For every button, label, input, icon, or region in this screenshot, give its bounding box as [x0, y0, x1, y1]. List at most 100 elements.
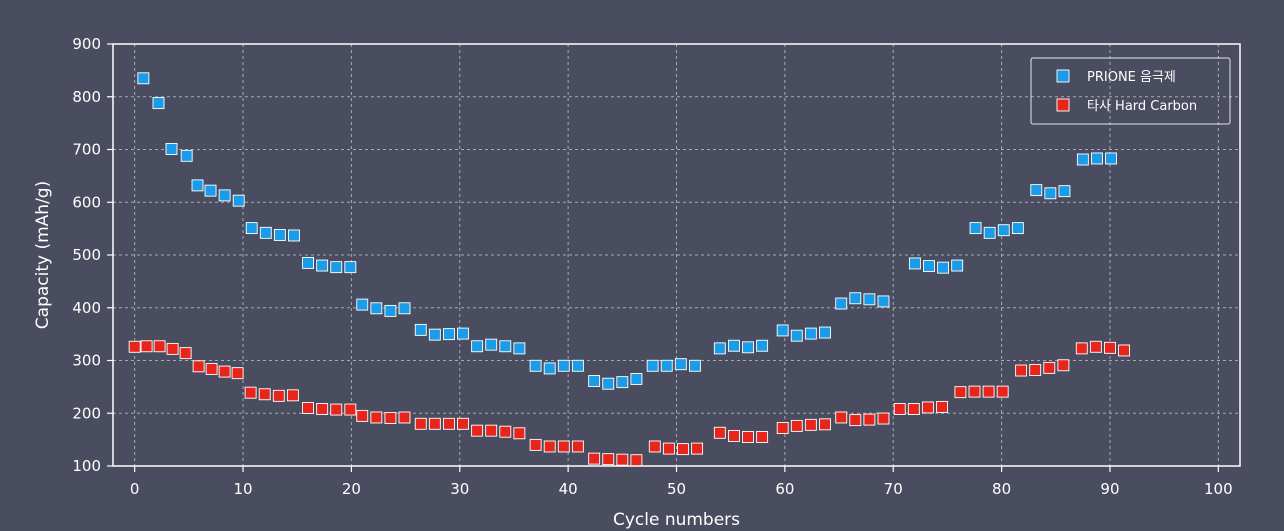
data-point-prione	[742, 341, 754, 354]
data-point-hard-carbon	[457, 417, 469, 430]
legend-label-hard-carbon: 타사 Hard Carbon	[1087, 99, 1197, 114]
data-point-prione	[646, 359, 659, 372]
data-point-hard-carbon	[804, 418, 817, 431]
data-point-hard-carbon	[286, 389, 299, 402]
data-point-hard-carbon	[1104, 341, 1116, 354]
data-point-prione	[370, 302, 383, 315]
data-point-hard-carbon	[835, 411, 848, 424]
y-tick-label: 200	[72, 404, 101, 422]
data-point-hard-carbon	[330, 403, 343, 416]
x-tick-label: 80	[992, 480, 1011, 498]
data-point-prione	[204, 184, 217, 197]
data-point-hard-carbon	[1029, 364, 1042, 376]
data-point-hard-carbon	[1118, 344, 1130, 357]
data-point-hard-carbon	[218, 365, 231, 378]
data-point-prione	[756, 339, 769, 352]
data-point-hard-carbon	[877, 412, 890, 425]
data-point-hard-carbon	[153, 340, 166, 353]
data-point-hard-carbon	[616, 453, 629, 466]
data-point-hard-carbon	[1075, 342, 1088, 355]
data-point-hard-carbon	[921, 401, 934, 414]
data-point-hard-carbon	[936, 400, 948, 413]
data-point-hard-carbon	[370, 411, 383, 424]
y-tick-label: 500	[72, 246, 101, 264]
data-point-prione	[1058, 185, 1071, 198]
data-point-hard-carbon	[996, 385, 1009, 398]
data-point-hard-carbon	[954, 386, 967, 399]
data-point-prione	[688, 359, 701, 372]
data-point-prione	[218, 189, 231, 202]
data-point-prione	[630, 373, 643, 385]
data-point-prione	[414, 323, 427, 336]
data-point-hard-carbon	[529, 438, 542, 451]
data-series	[128, 72, 1130, 467]
data-point-prione	[616, 376, 629, 389]
data-point-hard-carbon	[471, 424, 484, 437]
data-point-prione	[191, 179, 204, 192]
data-point-prione	[1076, 153, 1089, 166]
data-point-prione	[727, 339, 740, 352]
data-point-prione	[165, 143, 178, 155]
data-point-prione	[835, 297, 848, 310]
data-point-prione	[232, 194, 245, 207]
data-point-prione	[513, 342, 526, 355]
data-point-hard-carbon	[713, 426, 726, 439]
data-point-hard-carbon	[756, 431, 769, 443]
series-hard-carbon	[128, 340, 1130, 467]
y-tick-label: 400	[72, 299, 101, 317]
data-point-hard-carbon	[849, 414, 862, 427]
data-point-prione	[457, 327, 469, 340]
series-prione	[137, 72, 1117, 390]
data-point-hard-carbon	[428, 417, 441, 430]
data-point-prione	[923, 260, 935, 273]
data-point-prione	[951, 259, 964, 272]
x-tick-label: 0	[130, 480, 140, 498]
data-point-hard-carbon	[272, 389, 285, 402]
data-point-prione	[344, 261, 357, 274]
data-point-hard-carbon	[982, 385, 995, 398]
data-point-hard-carbon	[485, 424, 498, 437]
data-point-prione	[273, 229, 286, 241]
data-point-hard-carbon	[414, 417, 427, 430]
x-tick-label: 10	[233, 480, 252, 498]
data-point-hard-carbon	[648, 440, 661, 453]
data-point-prione	[442, 328, 455, 341]
data-point-prione	[152, 97, 165, 110]
data-point-prione	[288, 229, 300, 242]
data-point-prione	[180, 149, 193, 162]
data-point-prione	[790, 329, 803, 342]
legend-box	[1030, 57, 1231, 125]
grid-lines	[113, 43, 1240, 467]
data-point-prione	[674, 358, 687, 371]
data-point-hard-carbon	[302, 402, 315, 414]
data-point-hard-carbon	[258, 388, 271, 401]
data-point-hard-carbon	[863, 413, 876, 426]
data-point-hard-carbon	[557, 440, 570, 453]
data-point-hard-carbon	[1043, 361, 1056, 374]
data-point-hard-carbon	[691, 442, 704, 455]
data-point-hard-carbon	[192, 360, 205, 373]
data-point-prione	[863, 293, 876, 306]
x-tick-label: 40	[559, 480, 578, 498]
legend-label-prione: PRIONE 음극제	[1087, 70, 1176, 85]
data-point-prione	[588, 375, 601, 388]
data-point-prione	[997, 224, 1010, 237]
axis-ticks: 0 10 20 30 40 50 60 70 80 90 100 100 200 300 400 500 600…	[72, 35, 1232, 498]
data-point-hard-carbon	[513, 427, 526, 440]
data-point-hard-carbon	[776, 422, 789, 434]
y-tick-label: 700	[72, 141, 101, 159]
y-tick-label: 600	[72, 193, 101, 211]
data-point-hard-carbon	[442, 417, 455, 430]
y-tick-label: 100	[72, 457, 101, 475]
x-tick-label: 100	[1204, 480, 1233, 498]
data-point-prione	[713, 342, 726, 355]
data-point-hard-carbon	[128, 340, 141, 353]
data-point-hard-carbon	[166, 342, 179, 355]
data-point-hard-carbon	[384, 412, 397, 424]
data-point-prione	[571, 359, 584, 372]
data-point-prione	[937, 261, 950, 274]
data-point-hard-carbon	[499, 425, 512, 438]
x-tick-label: 70	[884, 480, 903, 498]
